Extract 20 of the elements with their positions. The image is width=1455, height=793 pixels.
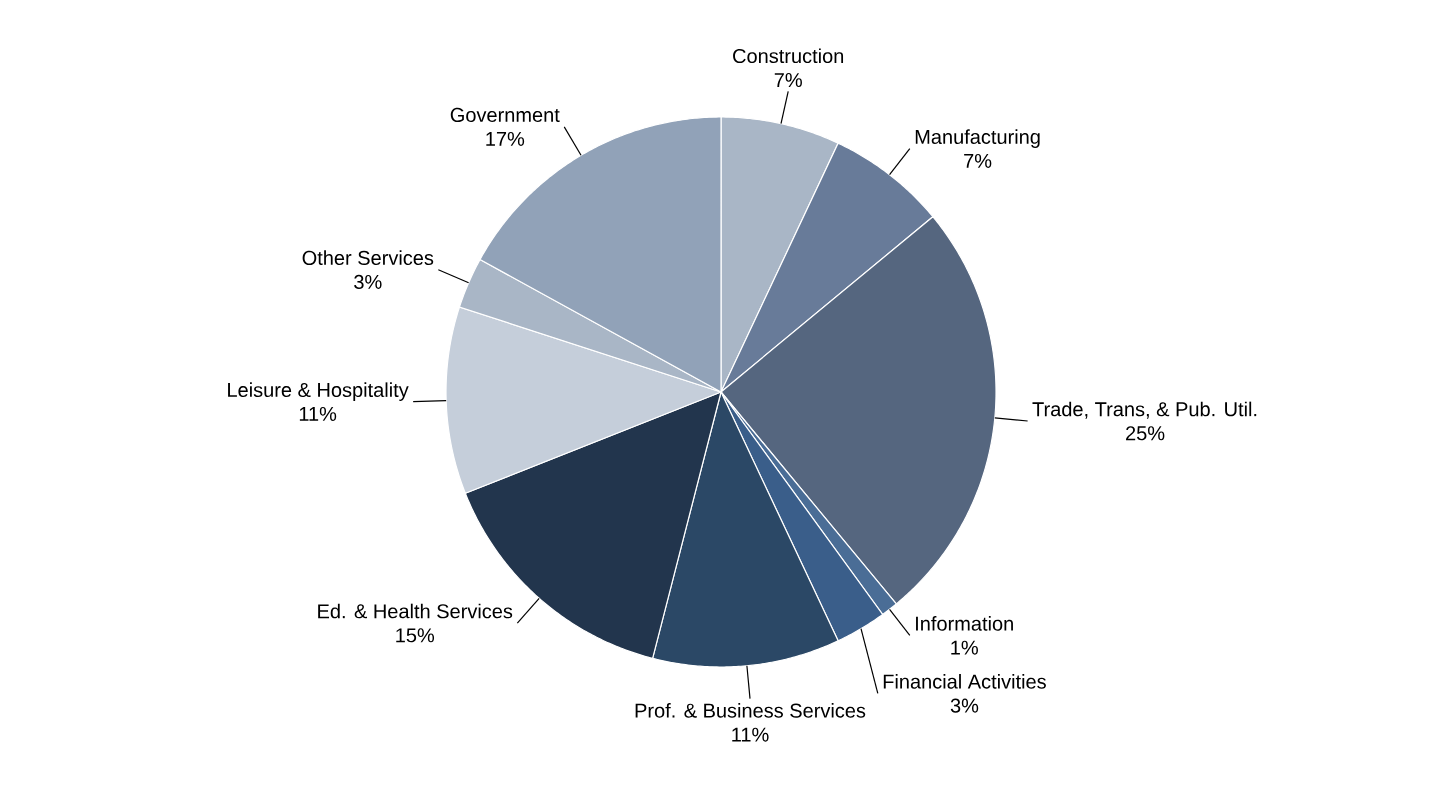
data-label: 7%	[964, 153, 992, 168]
data-label: 17%	[486, 131, 525, 146]
data-label: 11%	[299, 406, 337, 421]
slice-label: Manufacturing	[915, 129, 1040, 148]
data-label: 15%	[396, 628, 435, 643]
slice-label: Prof. & Business Services	[635, 703, 866, 718]
data-label: 11%	[732, 727, 769, 742]
slice-label: Trade, Trans, & Pub. Util.	[1032, 401, 1257, 419]
data-label: 1%	[951, 640, 978, 655]
data-label: 3%	[950, 698, 979, 713]
data-label: 7%	[774, 73, 802, 88]
slice-label: Financial Activities	[883, 674, 1046, 689]
slice-label: Government	[450, 107, 560, 122]
data-label: 25%	[1126, 426, 1165, 441]
slice-label: Other Services	[302, 250, 434, 266]
slice-label: Construction	[733, 48, 844, 64]
slice-label: Leisure & Hospitality	[228, 382, 409, 401]
slice-label: Information	[916, 616, 1013, 631]
data-label: 3%	[354, 274, 382, 290]
slice-label: Ed. & Health Services	[318, 603, 513, 619]
